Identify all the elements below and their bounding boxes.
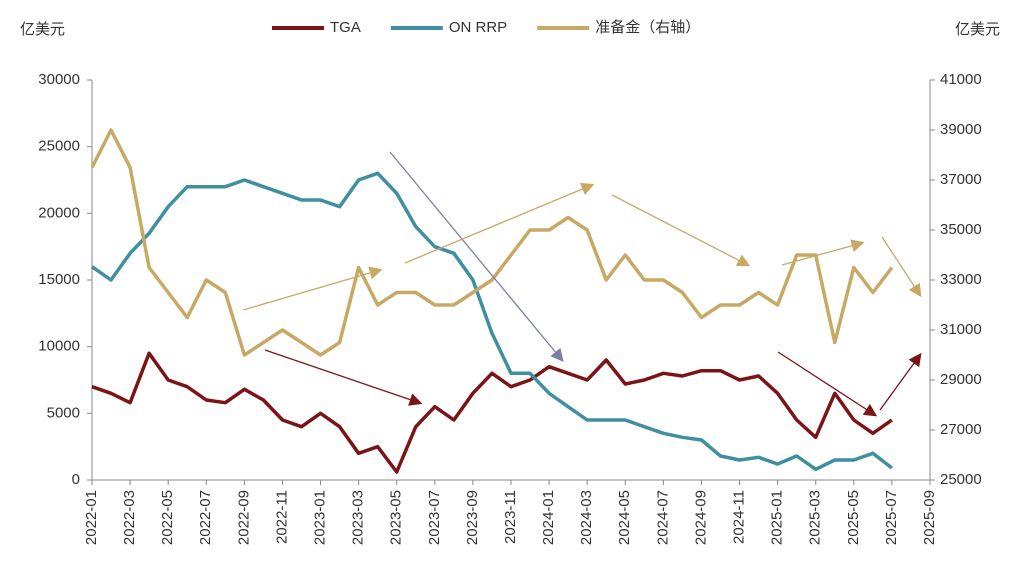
arrow — [389, 151, 564, 363]
legend-label: TGA — [330, 19, 361, 36]
y-tick-label: 25000 — [38, 138, 80, 155]
legend-label: ON RRP — [449, 19, 507, 36]
x-tick-label: 2025-01 — [769, 490, 786, 545]
y2-tick-label: 29000 — [940, 371, 982, 388]
x-tick-label: 2024-11 — [731, 490, 748, 544]
arrow — [879, 352, 922, 411]
x-tick-label: 2022-09 — [235, 490, 252, 545]
y2-tick-label: 27000 — [940, 421, 982, 438]
y2-tick-label: 31000 — [940, 321, 982, 338]
arrow — [777, 351, 878, 417]
series-line — [90, 128, 894, 357]
y-tick-label: 5000 — [47, 404, 80, 421]
x-tick-label: 2024-05 — [616, 490, 633, 545]
x-tick-label: 2025-05 — [845, 490, 862, 545]
x-tick-label: 2023-03 — [350, 490, 367, 545]
y2-tick-label: 37000 — [940, 171, 982, 188]
y-tick-label: 20000 — [38, 204, 80, 221]
arrow — [404, 183, 595, 264]
x-tick-label: 2024-01 — [540, 490, 557, 545]
y-tick-label: 0 — [72, 471, 80, 488]
y-tick-label: 15000 — [38, 271, 80, 288]
x-tick-label: 2025-09 — [921, 490, 938, 545]
arrow — [611, 194, 751, 267]
legend-label: 准备金（右轴） — [595, 19, 700, 36]
annotation-arrows — [242, 151, 922, 417]
x-tick-label: 2022-01 — [83, 490, 100, 545]
series-line — [91, 351, 893, 474]
x-tick-label: 2024-07 — [654, 490, 671, 545]
x-tick-label: 2023-09 — [464, 490, 481, 545]
x-tick-label: 2022-03 — [121, 490, 138, 545]
y2-tick-label: 39000 — [940, 121, 982, 138]
y2-tick-label: 33000 — [940, 271, 982, 288]
y-axis-title: 亿美元 — [20, 21, 65, 38]
x-tick-label: 2025-03 — [807, 490, 824, 545]
y-tick-label: 30000 — [38, 71, 80, 88]
y2-tick-label: 35000 — [940, 221, 982, 238]
arrow — [242, 266, 383, 311]
series-line — [90, 171, 893, 472]
x-tick-label: 2024-03 — [578, 490, 595, 545]
x-tick-label: 2022-05 — [159, 490, 176, 545]
x-tick-label: 2023-07 — [426, 490, 443, 545]
x-tick-label: 2025-07 — [883, 490, 900, 545]
arrow — [781, 239, 865, 266]
x-tick-label: 2022-07 — [197, 490, 214, 545]
x-tick-label: 2022-11 — [273, 490, 290, 544]
y2-axis-title: 亿美元 — [955, 21, 1000, 38]
arrow — [264, 349, 423, 406]
x-tick-label: 2024-09 — [692, 490, 709, 545]
x-tick-label: 2023-11 — [502, 490, 519, 544]
y2-tick-label: 41000 — [940, 71, 982, 88]
x-tick-label: 2023-01 — [312, 490, 329, 545]
x-tick-label: 2023-05 — [388, 490, 405, 545]
y-tick-label: 10000 — [38, 338, 80, 355]
y2-tick-label: 25000 — [940, 471, 982, 488]
arrow — [881, 236, 922, 298]
